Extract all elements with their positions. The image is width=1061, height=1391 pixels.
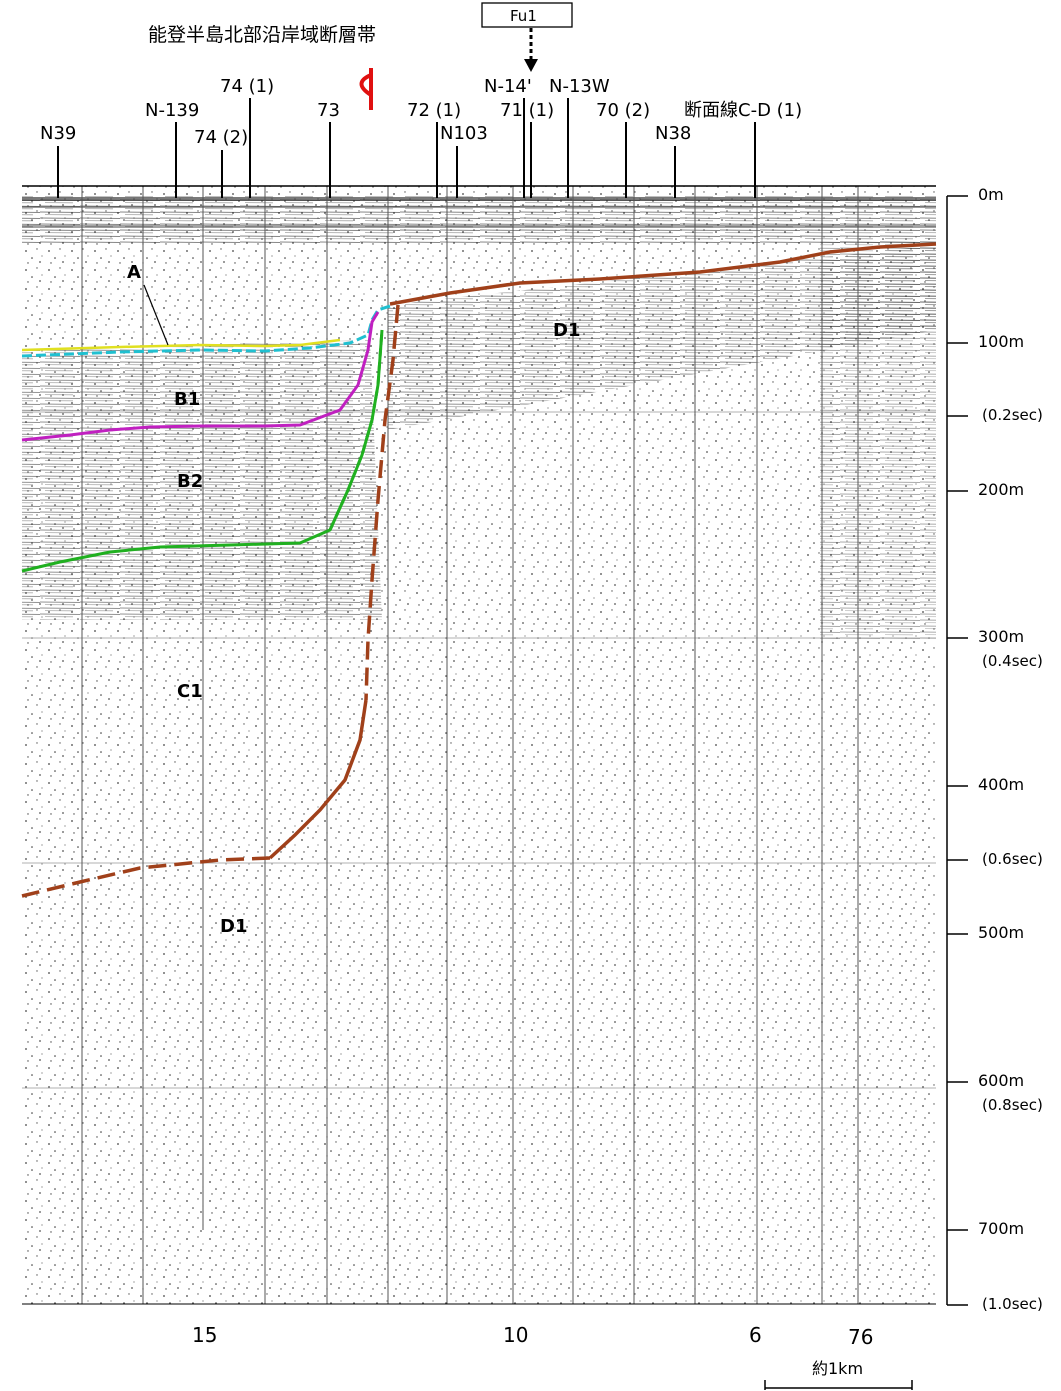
horizon-b2-base-dashed [328,329,384,531]
unit-label-d1-left: D1 [220,916,247,937]
label-cd1: 断面線C-D (1) [684,100,802,121]
unit-label-c1: C1 [177,681,203,702]
unit-label-b2: B2 [177,471,203,492]
horizon-d1-top-right [389,242,937,306]
label-n14: N-14' [484,76,532,97]
depth-100m: 100m [978,332,1024,351]
label-n139: N-139 [145,100,199,121]
axis-label-6: 6 [749,1323,762,1347]
bottom-axis: 15 10 6 76 [192,1323,873,1349]
line-labels: N39 N-139 74 (1) 74 (2) 73 72 (1) N103 N… [40,76,802,148]
label-74-1: 74 (1) [220,76,274,97]
depth-scale: 0m 100m (0.2sec) 200m 300m (0.4sec) 400m… [946,185,1043,1313]
depth-0m: 0m [978,185,1004,204]
vertical-gridlines [81,186,859,1304]
horizon-d1-base-left [21,856,271,898]
line-ticks [57,98,756,198]
label-72-1: 72 (1) [407,100,461,121]
axis-label-15: 15 [192,1323,217,1347]
time-0-6sec: (0.6sec) [982,850,1043,868]
time-0-8sec: (0.8sec) [982,1096,1043,1114]
unit-a-leader [143,284,169,346]
depth-700m: 700m [978,1219,1024,1238]
fault-box-label: Fu1 [510,7,537,25]
horizon-a-top [21,338,341,352]
seismic-record [22,186,936,1304]
label-n38: N38 [655,123,691,144]
depth-500m: 500m [978,923,1024,942]
fault-marker-icon [359,68,373,110]
unit-label-d1-right: D1 [553,320,580,341]
label-n13w: N-13W [549,76,610,97]
scale-bar-label: 約1km [812,1359,863,1378]
time-0-2sec: (0.2sec) [982,406,1043,424]
depth-600m: 600m [978,1071,1024,1090]
depth-300m: 300m [978,627,1024,646]
fault-box: Fu1 [481,2,573,28]
depth-200m: 200m [978,480,1024,499]
unit-label-a: A [127,262,141,283]
time-1-0sec: (1.0sec) [982,1295,1043,1313]
unit-labels: A B1 B2 C1 D1 D1 [127,262,580,937]
label-73: 73 [317,100,340,121]
label-n39: N39 [40,123,76,144]
label-74-2: 74 (2) [194,127,248,148]
time-0-4sec: (0.4sec) [982,652,1043,670]
fault-zone-title: 能登半島北部沿岸域断層帯 [148,24,376,46]
axis-label-76: 76 [848,1325,873,1349]
depth-400m: 400m [978,775,1024,794]
horizon-d1-fault-trace [364,304,400,701]
horizon-b2-base [21,329,384,573]
horizons [21,242,937,898]
unit-label-b1: B1 [174,389,200,410]
label-n103: N103 [440,123,488,144]
label-71-1: 71 (1) [500,100,554,121]
horizon-b1-base [21,311,380,442]
scale-bar: 約1km [764,1359,913,1390]
label-70-2: 70 (2) [596,100,650,121]
axis-label-10: 10 [503,1323,528,1347]
horizon-d1-fault-solid [268,699,368,860]
arrow-down-icon [524,59,538,72]
